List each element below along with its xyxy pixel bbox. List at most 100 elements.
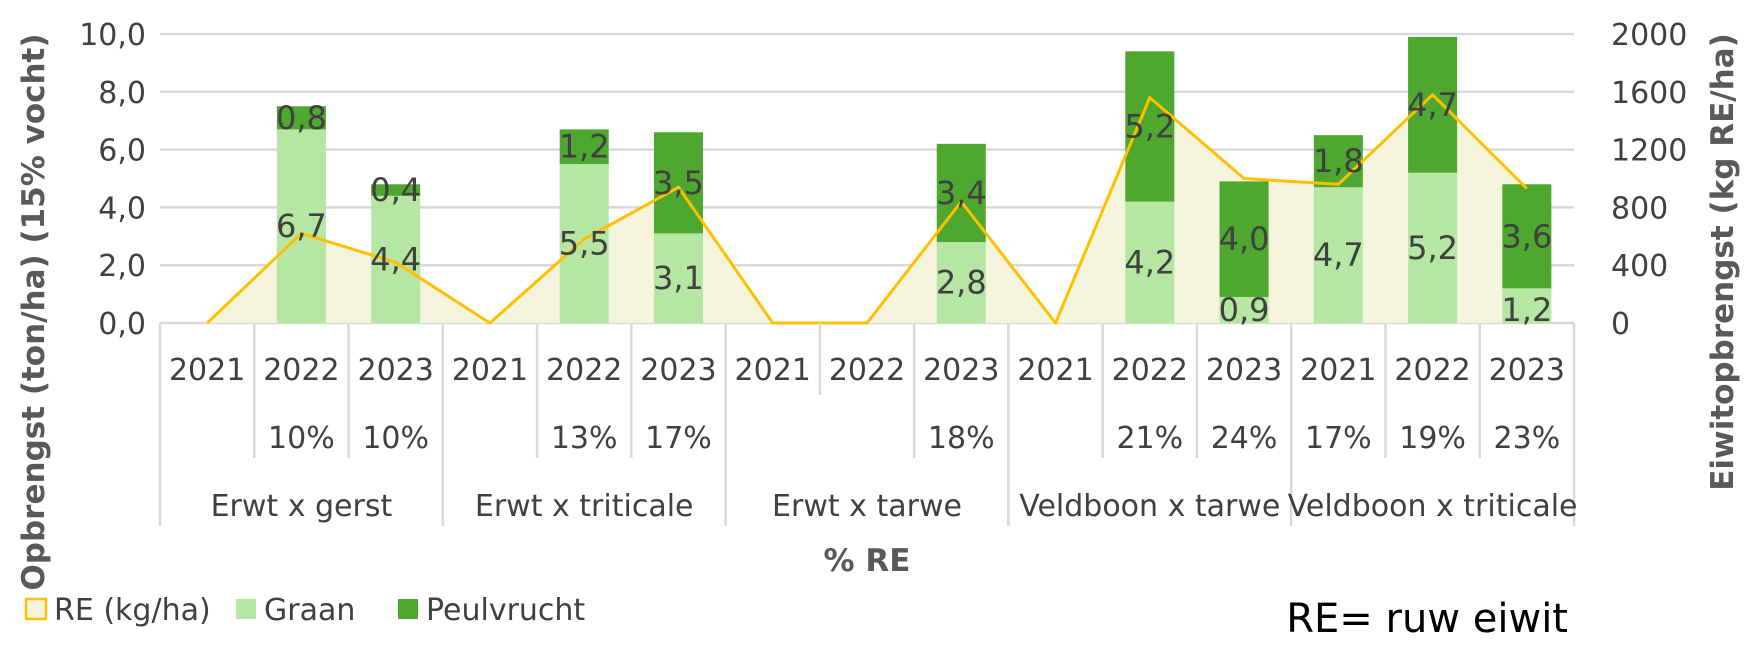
x-year-label: 2023: [1489, 353, 1565, 388]
x-year-label: 2022: [829, 353, 905, 388]
x-group-label: Erwt x gerst: [211, 489, 393, 524]
data-label-peulvrucht: 0,8: [276, 99, 327, 137]
bar-graan: [1125, 201, 1175, 323]
data-label-graan: 0,9: [1219, 291, 1270, 329]
data-label-graan: 4,2: [1124, 243, 1175, 281]
x-year-label: 2022: [263, 353, 339, 388]
data-label-peulvrucht: 3,6: [1501, 217, 1552, 255]
y2-tick-label: 400: [1611, 249, 1668, 284]
bar-graan: [1313, 187, 1363, 323]
data-label-graan: 6,7: [276, 207, 327, 245]
data-label-graan: 4,4: [370, 240, 421, 278]
y-tick-label: 6,0: [98, 134, 146, 169]
x-year-label: 2022: [546, 353, 622, 388]
data-label-peulvrucht: 3,4: [936, 174, 987, 212]
x-pct-label: 10%: [362, 421, 429, 456]
x-pct-label: 17%: [645, 421, 712, 456]
legend-item: RE (kg/ha): [24, 593, 211, 628]
x-year-label: 2022: [1394, 353, 1470, 388]
bar-graan: [653, 233, 703, 323]
x-pct-label: 10%: [268, 421, 335, 456]
legend-swatch: [236, 599, 256, 619]
re-line-series: [206, 93, 1528, 325]
x-year-label: 2023: [923, 353, 999, 388]
x-year-label: 2021: [735, 353, 811, 388]
data-label-peulvrucht: 4,7: [1407, 86, 1458, 124]
data-label-graan: 4,7: [1313, 236, 1364, 274]
y-tick-label: 2,0: [98, 249, 146, 284]
x-pct-label: 21%: [1116, 421, 1183, 456]
y2-tick-label: 2000: [1611, 18, 1687, 53]
bar-graan: [371, 195, 421, 323]
x-year-label: 2021: [169, 353, 245, 388]
bar-peulvrucht: [371, 184, 421, 196]
y-axis-title: Opbrengst (ton/ha) (15% vocht): [16, 33, 52, 590]
x-year-label: 2023: [1206, 353, 1282, 388]
x-axis-title: % RE: [824, 543, 911, 579]
bar-peulvrucht: [1219, 181, 1269, 297]
x-pct-label: 24%: [1211, 421, 1278, 456]
y-tick-label: 0,0: [98, 307, 146, 342]
x-group-label: Erwt x triticale: [475, 489, 694, 524]
annotation-note: RE= ruw eiwit: [1286, 596, 1568, 642]
bar-graan: [936, 242, 986, 323]
x-group-label: Erwt x tarwe: [772, 489, 962, 524]
re-area-series: [207, 94, 1527, 323]
axes: 0,0 0 2,0 400 4,0 800 6,0 1200 8,0 1600 10,0 2000 20…: [16, 18, 1741, 591]
y2-tick-label: 1200: [1611, 134, 1687, 169]
re-line: [206, 93, 1528, 325]
data-label-peulvrucht: 0,4: [370, 171, 421, 209]
x-group-label: Veldboon x tarwe: [1019, 489, 1280, 524]
bar-peulvrucht: [1125, 51, 1175, 202]
legend-swatch: [24, 597, 48, 621]
data-label-graan: 5,5: [559, 225, 610, 263]
x-pct-label: 23%: [1494, 421, 1561, 456]
y2-tick-label: 800: [1611, 191, 1668, 226]
y2-axis-title: Eiwitopbrengst (kg RE/ha): [1705, 33, 1741, 491]
x-year-label: 2021: [1017, 353, 1093, 388]
bar-graan: [276, 129, 326, 323]
x-year-label: 2023: [640, 353, 716, 388]
legend-swatch: [398, 599, 418, 619]
x-pct-label: 13%: [551, 421, 618, 456]
bar-peulvrucht: [1313, 135, 1363, 188]
x-year-label: 2023: [357, 353, 433, 388]
x-year-label: 2021: [452, 353, 528, 388]
x-pct-label: 18%: [928, 421, 995, 456]
legend-label: RE (kg/ha): [54, 593, 211, 628]
data-label-peulvrucht: 5,2: [1124, 107, 1175, 145]
y-tick-label: 4,0: [98, 191, 146, 226]
legend-item: Graan: [236, 593, 355, 628]
bar-peulvrucht: [559, 129, 609, 165]
legend-item: Peulvrucht: [398, 593, 585, 628]
legend-label: Graan: [264, 593, 355, 628]
data-label-graan: 2,8: [936, 264, 987, 302]
bar-graan: [1408, 172, 1458, 323]
bar-series: [276, 36, 1552, 323]
data-labels: 6,7 0,8 4,4 0,4 5,5 1,2 3,1 3,5 2,8 3,4 4,2 5,2 0,9 4…: [276, 86, 1552, 329]
x-group-label: Veldboon x triticale: [1288, 489, 1578, 524]
bar-graan: [559, 164, 609, 323]
bar-peulvrucht: [1408, 36, 1458, 173]
data-label-peulvrucht: 1,8: [1313, 142, 1364, 180]
bar-graan: [1502, 288, 1552, 323]
legend-label: Peulvrucht: [426, 593, 585, 628]
data-label-graan: 5,2: [1407, 229, 1458, 267]
data-label-peulvrucht: 4,0: [1219, 220, 1270, 258]
bar-peulvrucht: [1502, 184, 1552, 289]
data-label-peulvrucht: 3,5: [653, 164, 704, 202]
bar-peulvrucht: [936, 143, 986, 243]
y2-tick-label: 0: [1611, 307, 1630, 342]
data-label-peulvrucht: 1,2: [559, 128, 610, 166]
x-year-label: 2021: [1300, 353, 1376, 388]
x-year-label: 2022: [1112, 353, 1188, 388]
y-tick-label: 8,0: [98, 76, 146, 111]
re-area-fill: [207, 94, 1527, 323]
data-label-graan: 1,2: [1501, 291, 1552, 329]
x-pct-label: 19%: [1399, 421, 1466, 456]
x-pct-label: 17%: [1305, 421, 1372, 456]
bar-peulvrucht: [653, 132, 703, 234]
y-tick-label: 10,0: [79, 18, 146, 53]
bar-peulvrucht: [276, 106, 326, 130]
